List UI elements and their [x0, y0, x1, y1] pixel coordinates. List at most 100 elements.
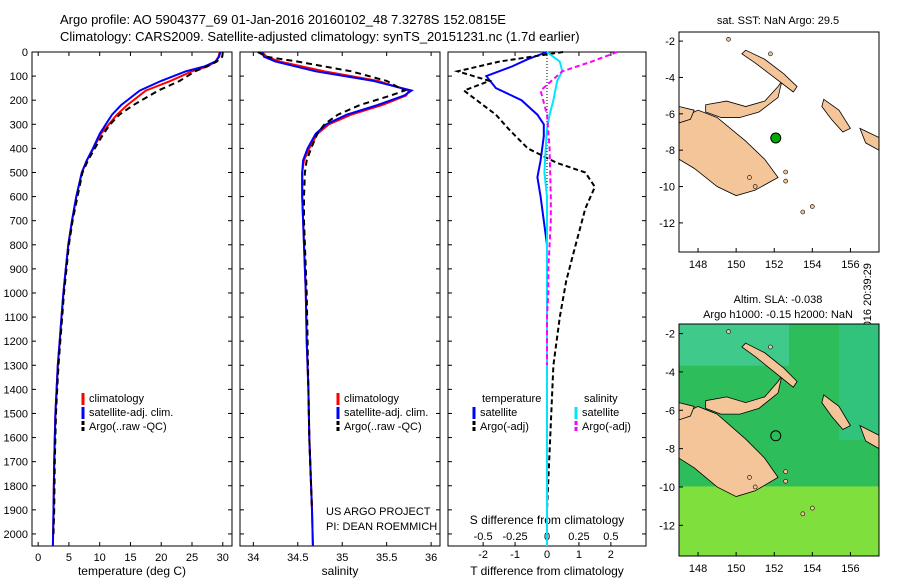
bottom-lat-tick-label: -4 [665, 367, 675, 379]
T-diff-axis-label: T difference from climatology [470, 564, 624, 578]
S-diff-tick-label: 0.25 [568, 531, 589, 543]
x-tick-label: 5 [66, 552, 72, 564]
x-tick-label: 34 [247, 552, 259, 564]
top-land-islet [783, 169, 788, 175]
series-line-argo-raw-qc- [257, 51, 407, 510]
salinity-legend-label: climatology [344, 393, 400, 405]
legend-temperature-title: temperature [482, 393, 541, 405]
series-line-climatology [261, 51, 411, 547]
T-diff-tick-label: -1 [510, 549, 520, 561]
depth-tick-label: 1700 [4, 457, 28, 469]
depth-tick-label: 900 [10, 264, 28, 276]
top-land-solomons [859, 127, 880, 151]
depth-tick-label: 1800 [4, 481, 28, 493]
salinity-legend-label: satellite-adj. clim. [344, 407, 428, 419]
bottom-land-islet [783, 478, 788, 484]
S-diff-tick-label: 0.5 [603, 531, 618, 543]
top-lon-tick-label: 150 [727, 259, 745, 271]
bottom-land-new-guinea [678, 406, 779, 497]
depth-tick-label: 1000 [4, 288, 28, 300]
top-lat-tick-label: -12 [659, 218, 675, 230]
top-land-islet [783, 178, 788, 184]
bottom-lat-tick-label: -12 [659, 520, 675, 532]
T-diff-tick-label: 0 [544, 549, 550, 561]
diff-temperature-legend-label: satellite [480, 407, 517, 419]
bottom-lon-tick-label: 154 [803, 563, 821, 575]
x-tick-label: 15 [124, 552, 136, 564]
top-land-new-guinea [678, 109, 779, 197]
temperature-legend-label: Argo(..raw -QC) [89, 421, 167, 433]
depth-tick-label: 0 [22, 47, 28, 59]
top-lat-tick-label: -10 [659, 182, 675, 194]
x-tick-label: 30 [217, 552, 229, 564]
top-lon-tick-label: 152 [765, 259, 783, 271]
depth-tick-label: 1300 [4, 360, 28, 372]
top-lat-tick-label: -6 [665, 109, 675, 121]
salinity-legend-label: Argo(..raw -QC) [344, 421, 422, 433]
S-diff-tick-label: -0.5 [474, 531, 493, 543]
diff-series-temperature-satellite [484, 51, 548, 546]
bottom-sla-patch [679, 486, 879, 556]
depth-tick-label: 100 [10, 71, 28, 83]
bottom-lat-tick-label: -8 [665, 444, 675, 456]
top-land-islet [768, 51, 773, 57]
diff-salinity-legend-label: Argo(-adj) [582, 421, 631, 433]
panel-frame-salinity [239, 51, 441, 547]
diff-salinity-legend-label: satellite [582, 407, 619, 419]
series-line-satellite-adj-clim- [51, 51, 222, 547]
depth-tick-label: 1100 [4, 312, 28, 324]
depth-tick-label: 800 [10, 240, 28, 252]
T-diff-tick-label: 1 [576, 549, 582, 561]
legend-salinity-title: salinity [584, 393, 618, 405]
bottom-lon-tick-label: 150 [727, 563, 745, 575]
T-diff-tick-label: -2 [478, 549, 488, 561]
x-tick-label: 35.5 [376, 552, 397, 564]
x-tick-label: 10 [94, 552, 106, 564]
bottom-land-islet [800, 511, 806, 517]
top-lat-tick-label: -8 [665, 145, 675, 157]
depth-tick-label: 200 [10, 95, 28, 107]
bottom-land-islet [768, 344, 773, 350]
top-land-islet [747, 175, 752, 180]
top-land-new-ireland [741, 49, 798, 93]
diff-series-temperature-argo-adj- [453, 51, 597, 510]
bottom-land-bougainville [821, 394, 851, 430]
x-tick-label: 25 [186, 552, 198, 564]
temperature-axis-label: temperature (deg C) [78, 564, 186, 578]
salinity-axis-label: salinity [322, 564, 359, 578]
S-diff-tick-label: -0.25 [503, 531, 528, 543]
bottom-map-frame [678, 323, 880, 557]
top-land-islet [800, 209, 806, 215]
bottom-lon-tick-label: 156 [841, 563, 859, 575]
map-bottom-title-1: Altim. SLA: -0.038 [734, 294, 823, 306]
top-float-marker [770, 132, 782, 144]
depth-tick-label: 400 [10, 143, 28, 155]
depth-tick-label: 1400 [4, 384, 28, 396]
depth-tick-label: 300 [10, 119, 28, 131]
bottom-land-new-britain [705, 375, 783, 415]
bottom-lon-tick-label: 152 [765, 563, 783, 575]
bottom-float-marker [770, 430, 782, 442]
depth-tick-label: 1600 [4, 433, 28, 445]
top-lon-tick-label: 154 [803, 259, 821, 271]
project-note: US ARGO PROJECT [326, 506, 431, 518]
diff-series-salinity-argo-adj- [539, 51, 618, 366]
x-tick-label: 20 [155, 552, 167, 564]
title-line-1: Argo profile: AO 5904377_69 01-Jan-2016 … [60, 12, 506, 27]
bottom-land-islet [747, 475, 752, 480]
depth-tick-label: 1500 [4, 408, 28, 420]
top-land-islet [810, 204, 815, 209]
x-tick-label: 34.5 [287, 552, 308, 564]
depth-tick-label: 700 [10, 216, 28, 228]
x-tick-label: 35 [336, 552, 348, 564]
top-lon-tick-label: 156 [841, 259, 859, 271]
depth-tick-label: 600 [10, 192, 28, 204]
top-land-islet [726, 36, 731, 42]
depth-tick-label: 2000 [4, 529, 28, 541]
top-lon-tick-label: 148 [689, 259, 707, 271]
top-land-islet [752, 184, 758, 189]
bottom-lon-tick-label: 148 [689, 563, 707, 575]
map-bottom-title-2: Argo h1000: -0.15 h2000: NaN [703, 309, 853, 321]
map-top-title: sat. SST: NaN Argo: 29.5 [717, 15, 839, 27]
